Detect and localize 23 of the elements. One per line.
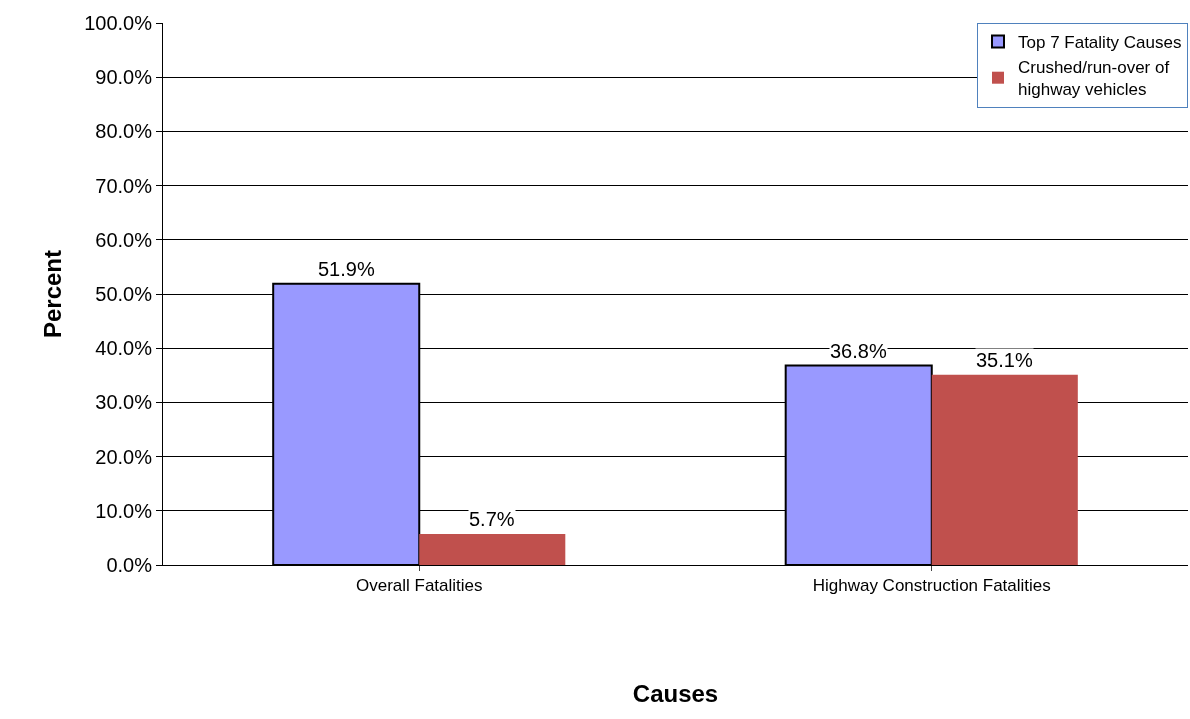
y-axis-title: Percent: [39, 249, 67, 339]
y-tick-label: 90.0%: [95, 66, 153, 89]
y-tick-label: 10.0%: [95, 499, 153, 522]
data-label: 36.8%: [830, 340, 887, 362]
x-tick-label: Overall Fatalities: [355, 576, 483, 596]
y-tick-label: 0.0%: [106, 554, 153, 576]
y-tick-label: 100.0%: [84, 12, 153, 34]
data-label: 35.1%: [976, 349, 1033, 371]
y-tick-label: 60.0%: [95, 228, 153, 251]
y-tick-label: 80.0%: [95, 120, 153, 143]
x-tick-label: Highway Construction Fatalities: [812, 576, 1051, 596]
y-tick-label: 30.0%: [95, 391, 153, 414]
y-tick-label: 20.0%: [95, 445, 153, 468]
bar: [419, 534, 566, 565]
bar: [931, 374, 1078, 565]
data-label: 5.7%: [469, 508, 515, 530]
y-tick-label: 50.0%: [95, 283, 153, 305]
y-tick-label: 70.0%: [95, 174, 153, 197]
x-axis-title: Causes: [632, 679, 719, 707]
data-label: 51.9%: [318, 258, 375, 280]
legend-label: Crushed/run-over of highway vehicles: [1018, 58, 1170, 100]
legend-label: Top 7 Fatality Causes: [1018, 33, 1182, 53]
y-tick-label: 40.0%: [95, 337, 153, 360]
